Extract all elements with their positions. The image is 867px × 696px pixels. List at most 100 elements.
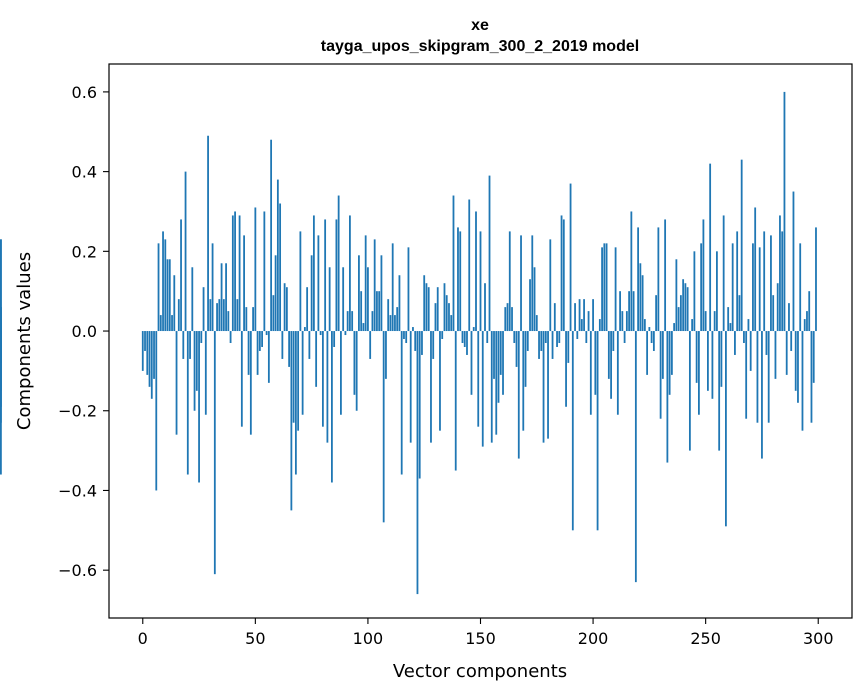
bar-75 <box>310 255 313 332</box>
bar-7 <box>157 243 160 332</box>
bar-117 <box>405 331 408 343</box>
bar-289 <box>792 191 795 332</box>
bar-265 <box>738 295 741 332</box>
bar-259 <box>725 331 727 527</box>
bar-26 <box>200 331 203 343</box>
bar-160 <box>502 331 504 395</box>
x-tick-label: 0 <box>138 629 148 648</box>
bar-292 <box>799 243 802 332</box>
bar-125 <box>423 275 426 332</box>
bar-204 <box>601 247 603 332</box>
bar-181 <box>549 239 552 332</box>
bar-24 <box>195 331 198 391</box>
bar-63 <box>283 283 286 332</box>
x-axis: 0 50 100 150 200 250 300 <box>138 618 834 648</box>
bar-0 <box>141 331 144 371</box>
bar-81 <box>324 219 327 332</box>
bar-89 <box>342 267 345 332</box>
y-tick-label: 0.2 <box>72 242 97 261</box>
bar-127 <box>427 287 430 332</box>
bar-133 <box>441 331 444 340</box>
bar-66 <box>290 331 293 511</box>
bar-4 <box>150 331 153 399</box>
bar-104 <box>376 291 378 332</box>
bar-284 <box>781 231 784 332</box>
bar-80 <box>321 331 324 427</box>
bar-262 <box>731 243 734 332</box>
bar-55 <box>265 331 268 336</box>
bar-167 <box>517 331 520 459</box>
bar-279 <box>770 235 772 332</box>
x-axis-label: Vector components <box>393 661 567 682</box>
bar-239 <box>679 295 682 332</box>
bar-164 <box>511 307 513 332</box>
bar-263 <box>734 331 736 355</box>
bar-247 <box>698 331 700 415</box>
bar-169 <box>522 331 525 431</box>
bar-60 <box>276 179 279 332</box>
bar-175 <box>535 315 538 332</box>
bar-242 <box>686 287 689 332</box>
bar-130 <box>434 303 437 332</box>
bar-85 <box>333 331 336 347</box>
bar-90 <box>344 331 347 336</box>
bar-288 <box>790 331 793 351</box>
bar-51 <box>256 331 259 375</box>
bar-192 <box>574 303 576 332</box>
bar-258 <box>722 215 725 332</box>
bar-261 <box>729 323 732 332</box>
bar-248 <box>700 243 703 332</box>
bar-124 <box>421 331 423 355</box>
bar-191 <box>571 331 574 531</box>
bar-92 <box>349 215 351 332</box>
bar-39 <box>229 331 232 343</box>
bar-2 <box>146 331 149 375</box>
bar-86 <box>335 219 338 332</box>
bar-14 <box>173 275 176 332</box>
bar-161 <box>504 307 507 332</box>
bar-212 <box>619 291 621 332</box>
bar-106 <box>380 255 383 332</box>
bar-120 <box>412 327 414 332</box>
bar-146 <box>470 331 473 395</box>
bar-183 <box>553 303 556 332</box>
bar-145 <box>468 199 471 332</box>
bar-267 <box>743 331 745 343</box>
bar-177 <box>540 331 543 351</box>
bar-188 <box>565 331 567 407</box>
plot-area-frame <box>108 63 853 619</box>
bar-283 <box>779 215 781 332</box>
bar-111 <box>391 243 394 332</box>
bar-87 <box>337 195 340 332</box>
bar-226 <box>650 331 653 343</box>
bar-73 <box>306 287 309 332</box>
bar-243 <box>688 331 691 451</box>
bar-1 <box>144 331 146 351</box>
bar-141 <box>459 231 462 332</box>
bar-20 <box>186 331 189 475</box>
bar-249 <box>702 219 705 332</box>
bar-64 <box>285 287 288 332</box>
bar-58 <box>272 295 275 332</box>
bar-95 <box>355 331 358 411</box>
bar-108 <box>385 331 387 379</box>
bar-232 <box>664 219 667 332</box>
bar-273 <box>756 331 759 423</box>
bar-218 <box>632 291 635 332</box>
bar-178 <box>542 331 545 443</box>
bar-110 <box>389 315 392 332</box>
bar-184 <box>556 331 558 347</box>
bar-237 <box>675 259 678 332</box>
bar-84 <box>331 331 333 483</box>
bar-135 <box>445 295 448 332</box>
bar-134 <box>443 283 446 332</box>
bar-5 <box>153 331 155 379</box>
bar-61 <box>279 203 282 332</box>
bar-196 <box>583 299 585 332</box>
bar-144 <box>466 331 468 355</box>
bar-126 <box>425 283 428 332</box>
bar-102 <box>371 311 374 332</box>
bar-98 <box>362 323 365 332</box>
bar-278 <box>767 331 770 423</box>
bar-211 <box>616 331 619 415</box>
